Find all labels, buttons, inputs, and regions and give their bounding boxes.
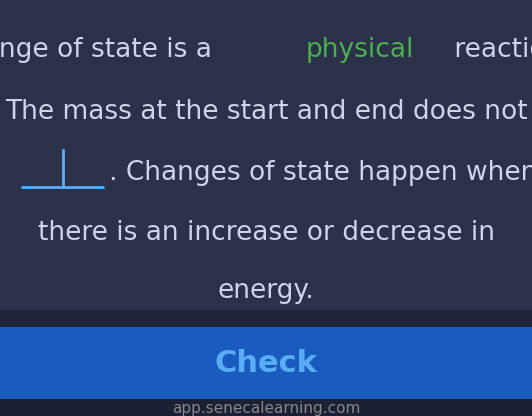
Text: energy.: energy.	[218, 278, 314, 304]
Text: app.senecalearning.com: app.senecalearning.com	[172, 401, 360, 416]
Text: Check: Check	[214, 349, 318, 378]
Text: The mass at the start and end does not: The mass at the start and end does not	[5, 99, 527, 125]
Text: . Changes of state happen when: . Changes of state happen when	[109, 160, 532, 186]
FancyBboxPatch shape	[0, 399, 532, 416]
Text: reaction.: reaction.	[446, 37, 532, 63]
Text: A change of state is a: A change of state is a	[0, 37, 220, 63]
FancyBboxPatch shape	[0, 327, 532, 399]
Text: there is an increase or decrease in: there is an increase or decrease in	[37, 220, 495, 246]
FancyBboxPatch shape	[0, 310, 532, 327]
Text: physical: physical	[306, 37, 414, 63]
